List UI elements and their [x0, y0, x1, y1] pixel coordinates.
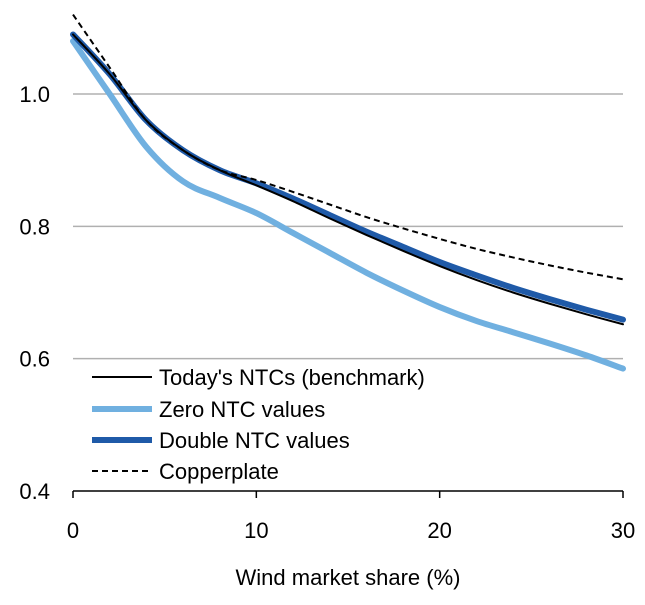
series-line-copperplate	[72, 14, 624, 281]
series-lines	[70, 14, 626, 372]
x-tick-label-0: 0	[67, 518, 79, 543]
x-axis-title: Wind market share (%)	[236, 565, 461, 590]
y-tick-labels: 0.4 0.6 0.8 1.0	[19, 82, 50, 504]
legend-label-zero-ntc-values: Zero NTC values	[159, 397, 325, 422]
series-line-double-ntc-values	[70, 31, 626, 323]
series-line-zero-ntc-values	[70, 38, 626, 372]
x-tick-labels: 0 10 20 30	[67, 518, 635, 543]
y-tick-label-0: 0.4	[19, 479, 50, 504]
y-tick-label-2: 0.8	[19, 214, 50, 239]
series-line-today-s-ntcs-benchmark	[72, 33, 624, 326]
y-tick-label-1: 0.6	[19, 347, 50, 372]
x-tick-label-1: 10	[244, 518, 268, 543]
legend: Today's NTCs (benchmark) Zero NTC values D…	[92, 365, 425, 484]
legend-label-double-ntc-values: Double NTC values	[159, 428, 350, 453]
x-tick-label-3: 30	[611, 518, 635, 543]
y-tick-label-3: 1.0	[19, 82, 50, 107]
legend-label-copperplate: Copperplate	[159, 459, 279, 484]
axes	[72, 490, 624, 498]
legend-label-today-s-ntcs-benchmark: Today's NTCs (benchmark)	[159, 365, 425, 390]
x-tick-label-2: 20	[427, 518, 451, 543]
